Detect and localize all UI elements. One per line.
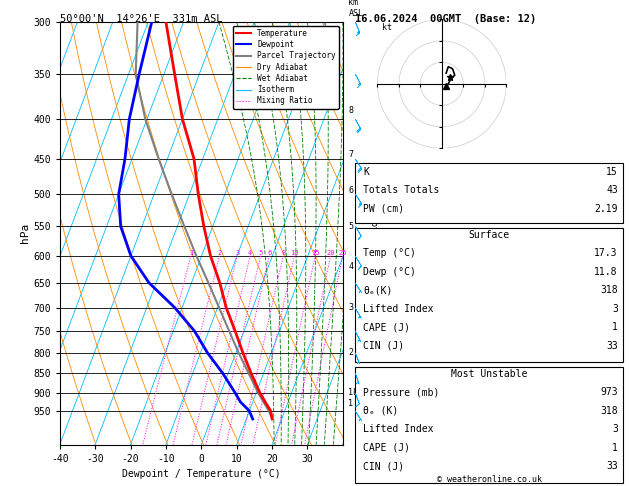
Text: 1: 1	[189, 250, 193, 256]
Y-axis label: hPa: hPa	[20, 223, 30, 243]
FancyBboxPatch shape	[355, 228, 623, 362]
Text: 3: 3	[235, 250, 240, 256]
Text: PW (cm): PW (cm)	[363, 204, 404, 214]
Text: 33: 33	[606, 461, 618, 471]
Text: 8: 8	[348, 106, 353, 115]
Text: 1LCL: 1LCL	[348, 388, 369, 397]
Text: θₑ (K): θₑ (K)	[363, 406, 398, 416]
Text: 2: 2	[218, 250, 221, 256]
Text: Dewp (°C): Dewp (°C)	[363, 267, 416, 277]
Text: 3: 3	[348, 303, 353, 312]
Text: 2.19: 2.19	[594, 204, 618, 214]
Text: 1: 1	[612, 443, 618, 453]
Text: Mixing Ratio (g/kg): Mixing Ratio (g/kg)	[371, 186, 380, 281]
Text: 17.3: 17.3	[594, 248, 618, 259]
Text: 15: 15	[606, 167, 618, 177]
Text: 7: 7	[348, 151, 353, 159]
Text: 10: 10	[290, 250, 299, 256]
Text: 8: 8	[281, 250, 286, 256]
FancyBboxPatch shape	[355, 163, 623, 223]
Text: 6: 6	[267, 250, 271, 256]
Text: 1: 1	[612, 322, 618, 332]
Text: Pressure (mb): Pressure (mb)	[363, 387, 440, 398]
Text: Most Unstable: Most Unstable	[451, 369, 527, 379]
Text: θₑ(K): θₑ(K)	[363, 285, 392, 295]
Text: 2: 2	[348, 348, 353, 357]
Text: 11.8: 11.8	[594, 267, 618, 277]
Text: Temp (°C): Temp (°C)	[363, 248, 416, 259]
Text: 973: 973	[600, 387, 618, 398]
FancyBboxPatch shape	[355, 367, 623, 483]
Text: 318: 318	[600, 285, 618, 295]
Text: 3: 3	[612, 424, 618, 434]
Text: Totals Totals: Totals Totals	[363, 185, 440, 195]
Text: 318: 318	[600, 406, 618, 416]
Text: 33: 33	[606, 341, 618, 351]
Text: 5: 5	[259, 250, 263, 256]
Text: CIN (J): CIN (J)	[363, 461, 404, 471]
Text: 3: 3	[612, 304, 618, 314]
Text: CIN (J): CIN (J)	[363, 341, 404, 351]
Legend: Temperature, Dewpoint, Parcel Trajectory, Dry Adiabat, Wet Adiabat, Isotherm, Mi: Temperature, Dewpoint, Parcel Trajectory…	[233, 26, 339, 108]
Text: km
ASL: km ASL	[348, 0, 364, 17]
Text: CAPE (J): CAPE (J)	[363, 443, 410, 453]
Text: 6: 6	[348, 187, 353, 195]
Text: 16.06.2024  00GMT  (Base: 12): 16.06.2024 00GMT (Base: 12)	[355, 14, 537, 24]
Text: 4: 4	[248, 250, 252, 256]
X-axis label: Dewpoint / Temperature (°C): Dewpoint / Temperature (°C)	[122, 469, 281, 479]
Text: 15: 15	[311, 250, 320, 256]
Text: 1: 1	[348, 399, 353, 408]
Text: kt: kt	[382, 23, 392, 32]
Text: © weatheronline.co.uk: © weatheronline.co.uk	[437, 474, 542, 484]
Text: CAPE (J): CAPE (J)	[363, 322, 410, 332]
Text: Lifted Index: Lifted Index	[363, 304, 433, 314]
Text: 43: 43	[606, 185, 618, 195]
Text: 50°00'N  14°26'E  331m ASL: 50°00'N 14°26'E 331m ASL	[60, 14, 222, 24]
Text: 4: 4	[348, 262, 353, 271]
Text: 25: 25	[338, 250, 347, 256]
Text: Lifted Index: Lifted Index	[363, 424, 433, 434]
Text: K: K	[363, 167, 369, 177]
Text: 20: 20	[326, 250, 335, 256]
Text: Surface: Surface	[469, 230, 509, 240]
Text: 5: 5	[348, 222, 353, 231]
